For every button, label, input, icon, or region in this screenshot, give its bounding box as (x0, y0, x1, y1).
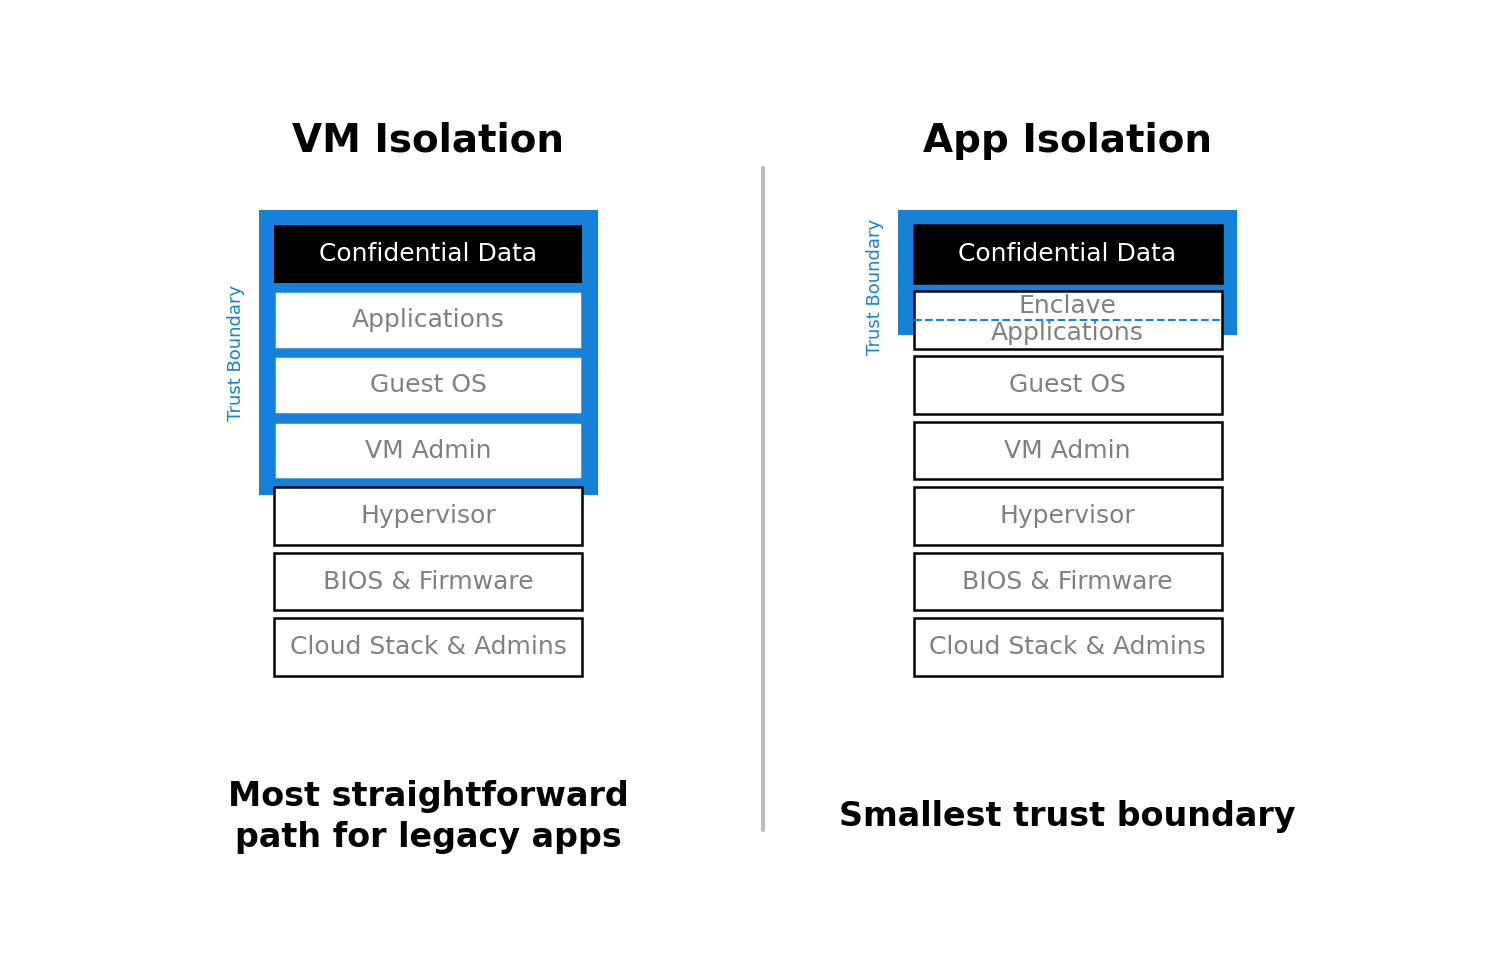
Text: Smallest trust boundary: Smallest trust boundary (839, 801, 1296, 833)
Bar (914, 421, 1222, 479)
Bar (899, 210, 1237, 335)
Text: Hypervisor: Hypervisor (1000, 504, 1135, 528)
Bar (914, 553, 1222, 611)
Bar (274, 357, 582, 414)
Text: Hypervisor: Hypervisor (360, 504, 497, 528)
Text: Trust Boundary: Trust Boundary (226, 284, 246, 420)
Text: Applications: Applications (991, 321, 1144, 345)
Bar (914, 357, 1222, 414)
Text: Most straightforward
path for legacy apps: Most straightforward path for legacy app… (228, 780, 629, 854)
Text: Confidential Data: Confidential Data (320, 242, 537, 267)
Text: Applications: Applications (353, 308, 504, 331)
Text: Guest OS: Guest OS (1009, 373, 1126, 397)
Bar (259, 210, 598, 495)
Bar (274, 225, 582, 283)
Bar (914, 225, 1222, 283)
Text: Confidential Data: Confidential Data (958, 242, 1177, 267)
Text: Cloud Stack & Admins: Cloud Stack & Admins (929, 635, 1205, 659)
Bar (274, 421, 582, 479)
Bar (914, 291, 1222, 349)
Text: BIOS & Firmware: BIOS & Firmware (323, 569, 534, 594)
Bar (914, 618, 1222, 676)
Text: BIOS & Firmware: BIOS & Firmware (963, 569, 1173, 594)
Bar (274, 291, 582, 349)
Bar (274, 618, 582, 676)
Text: Guest OS: Guest OS (371, 373, 487, 397)
Text: VM Isolation: VM Isolation (293, 122, 564, 160)
Text: VM Admin: VM Admin (1004, 439, 1131, 463)
Text: VM Admin: VM Admin (365, 439, 491, 463)
Bar (274, 553, 582, 611)
Bar (274, 487, 582, 545)
Bar (914, 487, 1222, 545)
Text: Enclave: Enclave (1019, 294, 1116, 318)
Text: Cloud Stack & Admins: Cloud Stack & Admins (290, 635, 567, 659)
Text: Trust Boundary: Trust Boundary (866, 219, 884, 355)
Text: App Isolation: App Isolation (923, 122, 1213, 160)
